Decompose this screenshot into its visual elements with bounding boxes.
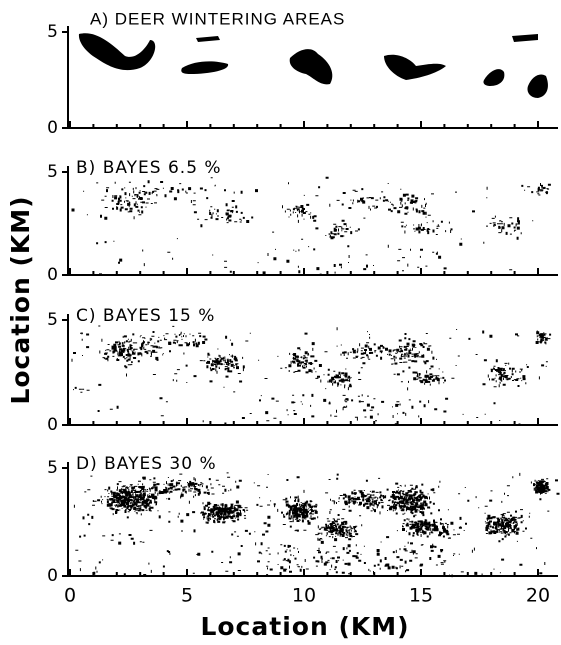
- panel-label: D) BAYES 30 %: [76, 454, 217, 474]
- panel-label: B) BAYES 6.5 %: [76, 158, 222, 178]
- panel-label: C) BAYES 15 %: [76, 306, 215, 326]
- wintering-area: [289, 49, 333, 85]
- wintering-area: [384, 54, 446, 80]
- y-axis-label: Location (KM): [6, 195, 35, 404]
- y-tick-label: 5: [47, 162, 58, 182]
- x-tick-label: 0: [64, 585, 76, 607]
- x-tick-label: 20: [526, 585, 550, 607]
- classified-area: [71, 176, 551, 275]
- wintering-area: [181, 61, 229, 74]
- x-tick-label: 10: [292, 585, 316, 607]
- classified-area: [73, 472, 560, 578]
- y-tick-label: 0: [47, 566, 58, 586]
- y-tick-label: 5: [47, 22, 58, 42]
- x-tick-label: 5: [181, 585, 193, 607]
- wintering-area: [527, 74, 548, 98]
- y-tick-label: 0: [47, 415, 58, 435]
- wintering-area: [483, 69, 505, 86]
- x-axis-label: Location (KM): [200, 612, 409, 641]
- wintering-area: [78, 33, 156, 71]
- y-tick-label: 5: [47, 458, 58, 478]
- y-tick-label: 0: [47, 118, 58, 138]
- y-tick-label: 5: [47, 310, 58, 330]
- panel-label: A) DEER WINTERING AREAS: [90, 9, 345, 28]
- wintering-area: [512, 34, 538, 42]
- wintering-area: [196, 36, 220, 42]
- classified-area: [71, 325, 552, 426]
- y-tick-label: 0: [47, 265, 58, 285]
- x-tick-label: 15: [409, 585, 433, 607]
